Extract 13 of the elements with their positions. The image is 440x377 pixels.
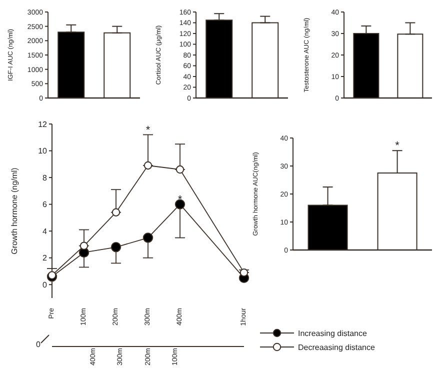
annotation: *: [395, 140, 400, 152]
legend-label: Increasing distance: [298, 328, 367, 338]
y-tick-label: 0: [42, 280, 48, 290]
annotation: *: [146, 124, 151, 136]
y-tick-label: 10: [38, 146, 48, 156]
y-tick-label: 8: [42, 173, 48, 182]
y-tick-label: 4: [42, 226, 48, 236]
y-tick-label: 2: [42, 254, 48, 263]
y-tick-label: 6: [42, 200, 48, 210]
y-axis-title: Growth hormone (ng/ml): [10, 167, 19, 254]
annotation: *: [178, 194, 183, 206]
y-tick-label: 12: [38, 120, 48, 129]
legend-label: Decreaasing distance: [298, 342, 375, 352]
